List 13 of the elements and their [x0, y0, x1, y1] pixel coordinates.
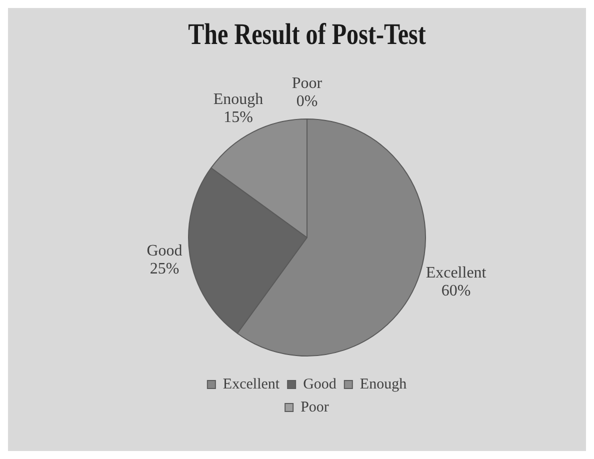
- legend-label: Enough: [360, 376, 408, 392]
- text: 0%: [296, 93, 318, 110]
- legend-label: Good: [303, 376, 337, 392]
- legend-label: Poor: [300, 399, 329, 416]
- legend-label: Excellent: [222, 376, 280, 392]
- data-label: 15%: [224, 108, 253, 126]
- chart-title: The Result of Post-Test: [188, 17, 426, 50]
- slice-label: Good: [146, 242, 182, 260]
- slice-label: Enough: [213, 90, 264, 108]
- data-label: 25%: [150, 260, 180, 278]
- category-label: Poor: [292, 75, 322, 92]
- data-label: 60%: [441, 282, 471, 300]
- slice-label: Excellent: [426, 264, 487, 282]
